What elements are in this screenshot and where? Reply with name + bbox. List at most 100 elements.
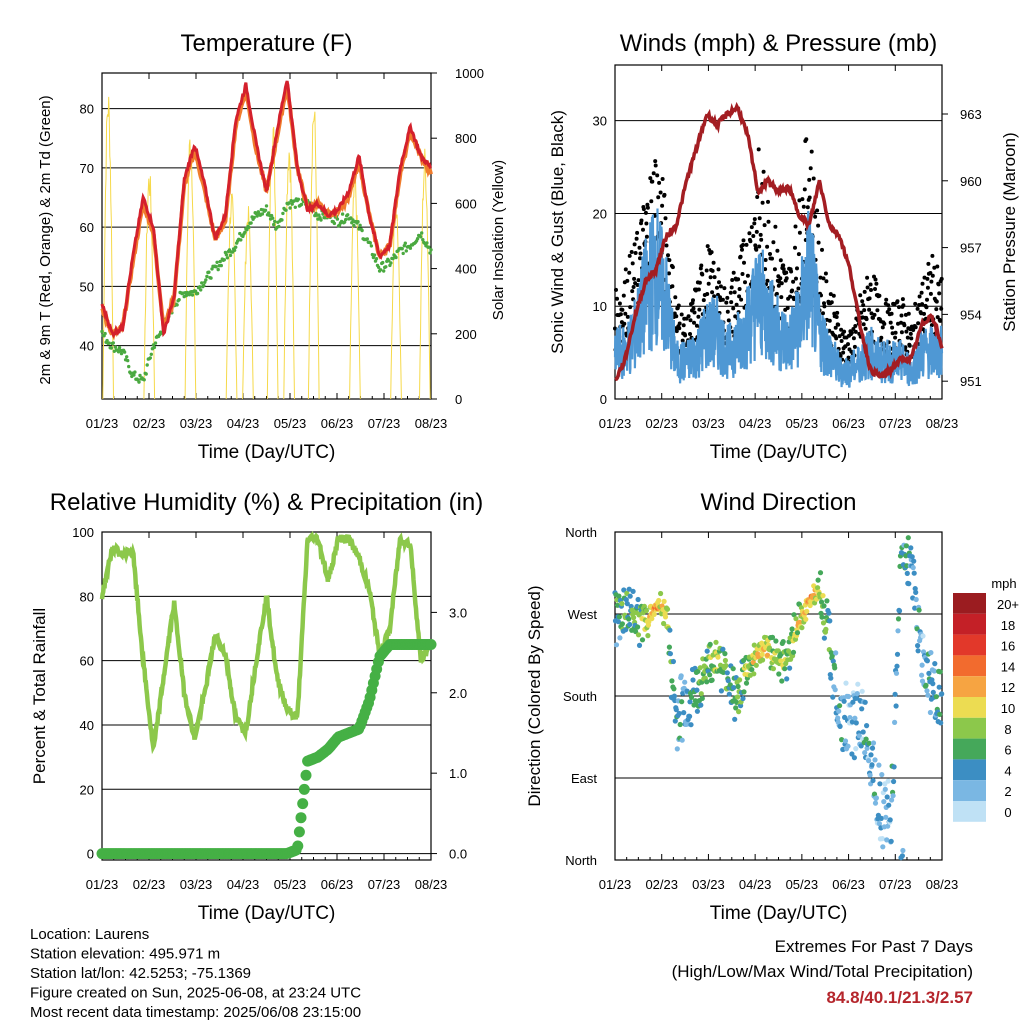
gust-point — [749, 225, 754, 230]
direction-point — [853, 746, 859, 752]
dewpoint-point — [288, 206, 292, 210]
gust-point — [821, 276, 826, 281]
gust-point — [785, 306, 790, 310]
dewpoint-point — [113, 345, 118, 349]
direction-point — [616, 614, 623, 620]
gust-point — [660, 177, 665, 181]
x-tick-label: 07/23 — [879, 877, 912, 892]
gust-point — [837, 334, 842, 339]
gust-point — [930, 253, 935, 258]
dewpoint-point — [109, 346, 114, 350]
gust-point — [816, 223, 821, 228]
dewpoint-point — [252, 215, 256, 220]
panel-4 — [612, 531, 945, 861]
direction-point — [920, 633, 926, 639]
direction-point — [823, 626, 829, 633]
gust-point — [862, 289, 867, 294]
gust-point — [699, 263, 704, 268]
dewpoint-point — [228, 253, 233, 258]
gust-point — [905, 335, 910, 340]
direction-point — [751, 642, 757, 648]
direction-point — [885, 823, 891, 829]
y-tick-label: 20 — [593, 206, 607, 221]
dewpoint-point — [199, 288, 203, 292]
gust-point — [688, 318, 693, 323]
gust-point — [811, 176, 816, 181]
gust-point — [734, 302, 739, 307]
gust-point — [788, 294, 793, 299]
gust-point — [868, 282, 873, 287]
gust-point — [796, 286, 801, 291]
direction-point — [837, 723, 843, 730]
precip-point — [298, 783, 310, 795]
direction-point — [939, 691, 945, 697]
direction-point — [731, 685, 737, 691]
direction-point — [869, 762, 875, 768]
legend-label: 10 — [1001, 701, 1015, 716]
gust-point — [888, 320, 893, 325]
gust-point — [681, 323, 686, 328]
gust-point — [731, 306, 736, 311]
direction-point — [896, 608, 903, 614]
gust-point — [789, 269, 794, 274]
direction-point — [860, 729, 866, 735]
direction-point — [858, 743, 864, 749]
gust-point — [939, 306, 944, 311]
direction-point — [629, 607, 635, 613]
direction-point — [759, 651, 765, 658]
direction-point — [735, 683, 741, 690]
gust-point — [818, 275, 823, 280]
gust-point — [917, 294, 922, 299]
direction-point — [616, 593, 622, 599]
direction-point — [804, 608, 810, 615]
dewpoint-point — [387, 259, 391, 263]
direction-point — [687, 713, 693, 720]
gust-point — [938, 318, 943, 323]
gust-point — [623, 311, 628, 316]
gust-point — [686, 314, 691, 319]
gust-point — [903, 345, 908, 350]
direction-point — [842, 738, 849, 744]
y-right-tick-label: 951 — [960, 374, 982, 389]
direction-point — [753, 662, 759, 668]
direction-point — [679, 737, 685, 743]
direction-point — [749, 667, 755, 673]
gust-point — [893, 335, 898, 340]
gust-point — [853, 329, 858, 334]
dewpoint-point — [391, 256, 395, 261]
gust-point — [725, 309, 730, 314]
dewpoint-point — [346, 213, 350, 217]
gust-point — [722, 286, 727, 291]
gust-point — [664, 243, 669, 248]
precip-point — [293, 826, 305, 838]
extremes-subtitle: (High/Low/Max Wind/Total Precipitation) — [672, 962, 973, 981]
dewpoint-point — [142, 378, 146, 382]
legend-swatch — [953, 738, 986, 760]
gust-point — [700, 272, 705, 277]
gust-point — [863, 326, 868, 331]
gust-point — [781, 267, 786, 271]
gust-point — [730, 278, 735, 282]
gust-point — [774, 291, 779, 296]
gust-point — [639, 218, 644, 223]
direction-point — [884, 837, 890, 843]
direction-point — [845, 693, 852, 700]
legend-label: 18 — [1001, 618, 1015, 633]
direction-point — [697, 665, 703, 671]
gust-point — [934, 307, 939, 312]
direction-point — [915, 643, 921, 649]
dewpoint-point — [200, 281, 204, 285]
dewpoint-point — [284, 208, 288, 212]
direction-point — [688, 694, 695, 701]
gust-point — [725, 295, 730, 300]
gust-point — [899, 313, 904, 318]
dewpoint-point — [429, 248, 433, 252]
gust-point — [929, 323, 934, 328]
gust-point — [673, 295, 678, 300]
direction-point — [936, 684, 942, 690]
gust-point — [913, 301, 918, 306]
legend-swatch — [953, 759, 986, 781]
gust-point — [772, 267, 777, 272]
direction-point — [930, 689, 936, 696]
direction-point — [709, 677, 715, 683]
